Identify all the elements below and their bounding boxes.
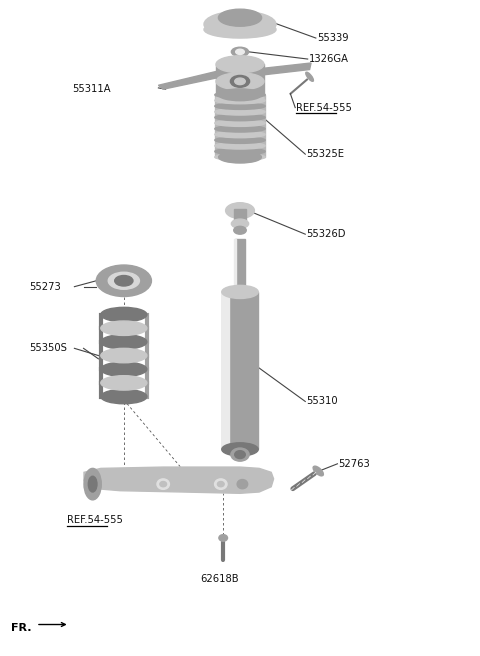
- Ellipse shape: [101, 389, 147, 403]
- Ellipse shape: [108, 272, 139, 289]
- Ellipse shape: [215, 154, 265, 160]
- Ellipse shape: [160, 482, 167, 487]
- Ellipse shape: [96, 265, 152, 297]
- Ellipse shape: [235, 451, 245, 459]
- Ellipse shape: [204, 21, 276, 38]
- Ellipse shape: [226, 203, 254, 218]
- Ellipse shape: [216, 56, 264, 73]
- Ellipse shape: [222, 285, 258, 298]
- Ellipse shape: [237, 480, 248, 489]
- Text: REF.54-555: REF.54-555: [67, 515, 123, 525]
- Ellipse shape: [215, 142, 265, 149]
- Ellipse shape: [204, 11, 276, 37]
- Bar: [234, 209, 246, 225]
- Bar: [215, 94, 265, 157]
- Ellipse shape: [218, 9, 262, 26]
- Ellipse shape: [101, 321, 147, 335]
- Ellipse shape: [157, 479, 169, 489]
- Bar: [216, 64, 264, 98]
- Ellipse shape: [231, 219, 249, 228]
- Bar: [235, 239, 245, 407]
- Ellipse shape: [215, 92, 265, 98]
- Ellipse shape: [88, 476, 97, 492]
- Text: 55273: 55273: [29, 281, 60, 292]
- Ellipse shape: [235, 78, 245, 85]
- Text: REF.54-555: REF.54-555: [296, 102, 352, 113]
- Text: 55350S: 55350S: [29, 343, 67, 354]
- Ellipse shape: [234, 226, 246, 234]
- Ellipse shape: [215, 479, 227, 489]
- Ellipse shape: [216, 90, 264, 107]
- Ellipse shape: [215, 120, 265, 127]
- Ellipse shape: [231, 47, 249, 56]
- Polygon shape: [158, 72, 216, 89]
- Ellipse shape: [215, 125, 265, 132]
- Bar: [222, 292, 258, 449]
- Text: 1326GA: 1326GA: [309, 54, 348, 64]
- Ellipse shape: [101, 335, 147, 349]
- Text: 62618B: 62618B: [201, 573, 239, 584]
- Ellipse shape: [313, 466, 324, 476]
- Ellipse shape: [306, 72, 313, 81]
- Polygon shape: [264, 63, 311, 75]
- Ellipse shape: [115, 276, 133, 286]
- Text: 55325E: 55325E: [306, 149, 344, 159]
- Ellipse shape: [236, 49, 244, 54]
- Text: FR.: FR.: [11, 623, 31, 634]
- Ellipse shape: [215, 97, 265, 104]
- Ellipse shape: [217, 482, 224, 487]
- Ellipse shape: [216, 73, 264, 90]
- Text: 52763: 52763: [338, 459, 370, 469]
- Ellipse shape: [101, 348, 147, 363]
- Ellipse shape: [215, 131, 265, 138]
- Text: 55339: 55339: [317, 33, 348, 43]
- Polygon shape: [84, 467, 274, 493]
- Ellipse shape: [222, 443, 258, 456]
- Ellipse shape: [218, 151, 262, 163]
- Ellipse shape: [218, 89, 262, 100]
- Ellipse shape: [215, 103, 265, 110]
- Ellipse shape: [231, 448, 249, 461]
- Ellipse shape: [84, 468, 101, 500]
- Ellipse shape: [230, 75, 250, 87]
- Ellipse shape: [219, 535, 228, 541]
- Text: 55326D: 55326D: [306, 229, 346, 239]
- Ellipse shape: [101, 362, 147, 377]
- Bar: [222, 292, 229, 449]
- Ellipse shape: [215, 137, 265, 144]
- Ellipse shape: [215, 148, 265, 155]
- Text: 55310: 55310: [306, 396, 338, 407]
- Ellipse shape: [101, 376, 147, 390]
- Text: 55311A: 55311A: [72, 84, 110, 94]
- Ellipse shape: [215, 114, 265, 121]
- Ellipse shape: [215, 108, 265, 115]
- Ellipse shape: [101, 307, 147, 322]
- Bar: [234, 239, 236, 407]
